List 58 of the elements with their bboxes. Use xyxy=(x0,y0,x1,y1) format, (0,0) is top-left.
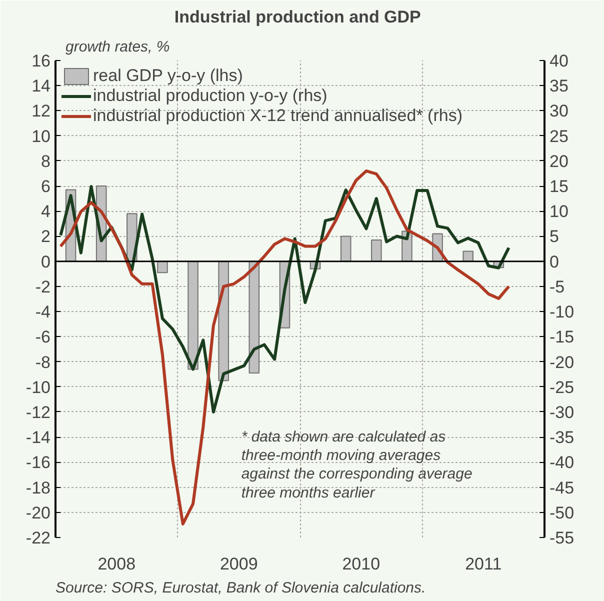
y-tick-label: -8 xyxy=(35,352,51,372)
y-tick-label: 6 xyxy=(41,177,51,196)
x-tick-label: 2009 xyxy=(220,554,258,574)
y2-tick-label: -45 xyxy=(550,478,574,498)
y2-tick-label: -55 xyxy=(550,528,574,548)
x-tick-label: 2010 xyxy=(342,554,380,574)
y2-tick-label: 0 xyxy=(550,252,559,272)
bar xyxy=(371,240,382,262)
y2-tick-label: 35 xyxy=(550,76,568,96)
chart-title: Industrial production and GDP xyxy=(174,8,421,26)
y-tick-label: -12 xyxy=(26,402,51,422)
y2-tick-label: -10 xyxy=(550,302,574,322)
y2-tick-label: 40 xyxy=(550,52,568,70)
y2-tick-label: 15 xyxy=(550,177,568,196)
y-tick-label: -18 xyxy=(26,478,51,498)
line-series xyxy=(59,185,510,414)
y2-tick-label: -30 xyxy=(550,402,574,422)
y-tick-label: 14 xyxy=(32,76,51,96)
y-tick-label: -14 xyxy=(26,428,51,448)
y-tick-label: -4 xyxy=(35,302,51,322)
y2-tick-label: -50 xyxy=(550,503,574,522)
y2-tick-label: -40 xyxy=(550,453,574,472)
y2-tick-label: -25 xyxy=(550,378,574,397)
source-note: Source: SORS, Eurostat, Bank of Slovenia calculations. xyxy=(56,580,426,596)
x-tick-label: 2011 xyxy=(465,554,502,574)
bar xyxy=(340,236,352,262)
line-series xyxy=(59,169,510,526)
bar xyxy=(157,260,168,274)
y-tick-label: -10 xyxy=(26,378,51,397)
y2-tick-label: 20 xyxy=(550,152,568,171)
y-tick-label: 8 xyxy=(41,152,51,171)
legend-label: industrial production y-o-y (rhs) xyxy=(93,86,328,106)
annotation: * data shown are calculated as three-month moving averages against the corresponding average three months earlier xyxy=(241,428,472,502)
y-tick-label: -22 xyxy=(26,528,51,548)
y-tick-label: 16 xyxy=(32,52,51,70)
y2-tick-label: 25 xyxy=(550,126,568,146)
y-tick-label: 10 xyxy=(32,126,51,146)
y2-tick-label: -15 xyxy=(550,328,574,347)
y-tick-label: 2 xyxy=(41,227,51,246)
y2-tick-label: -20 xyxy=(550,352,574,372)
chart-subtitle: growth rates, % xyxy=(66,38,170,56)
y-tick-label: -16 xyxy=(26,453,51,472)
y-tick-label: 0 xyxy=(41,252,51,272)
y-tick-label: -2 xyxy=(35,277,51,296)
y2-tick-label: -5 xyxy=(550,277,565,296)
y-tick-label: 12 xyxy=(32,102,51,121)
bar xyxy=(218,260,229,382)
y2-tick-label: -35 xyxy=(550,428,574,448)
y-tick-label: 4 xyxy=(41,202,51,222)
y2-tick-label: 30 xyxy=(550,102,568,121)
y2-tick-label: 10 xyxy=(550,202,568,222)
legend-label: real GDP y-o-y (lhs) xyxy=(93,66,243,86)
y2-tick-label: 5 xyxy=(550,227,559,246)
y-tick-label: -20 xyxy=(26,503,51,522)
x-tick-label: 2008 xyxy=(98,554,136,574)
bar xyxy=(188,260,198,370)
legend-label: industrial production X-12 trend annualised* (rhs) xyxy=(93,106,462,126)
y-tick-label: -6 xyxy=(35,328,51,347)
